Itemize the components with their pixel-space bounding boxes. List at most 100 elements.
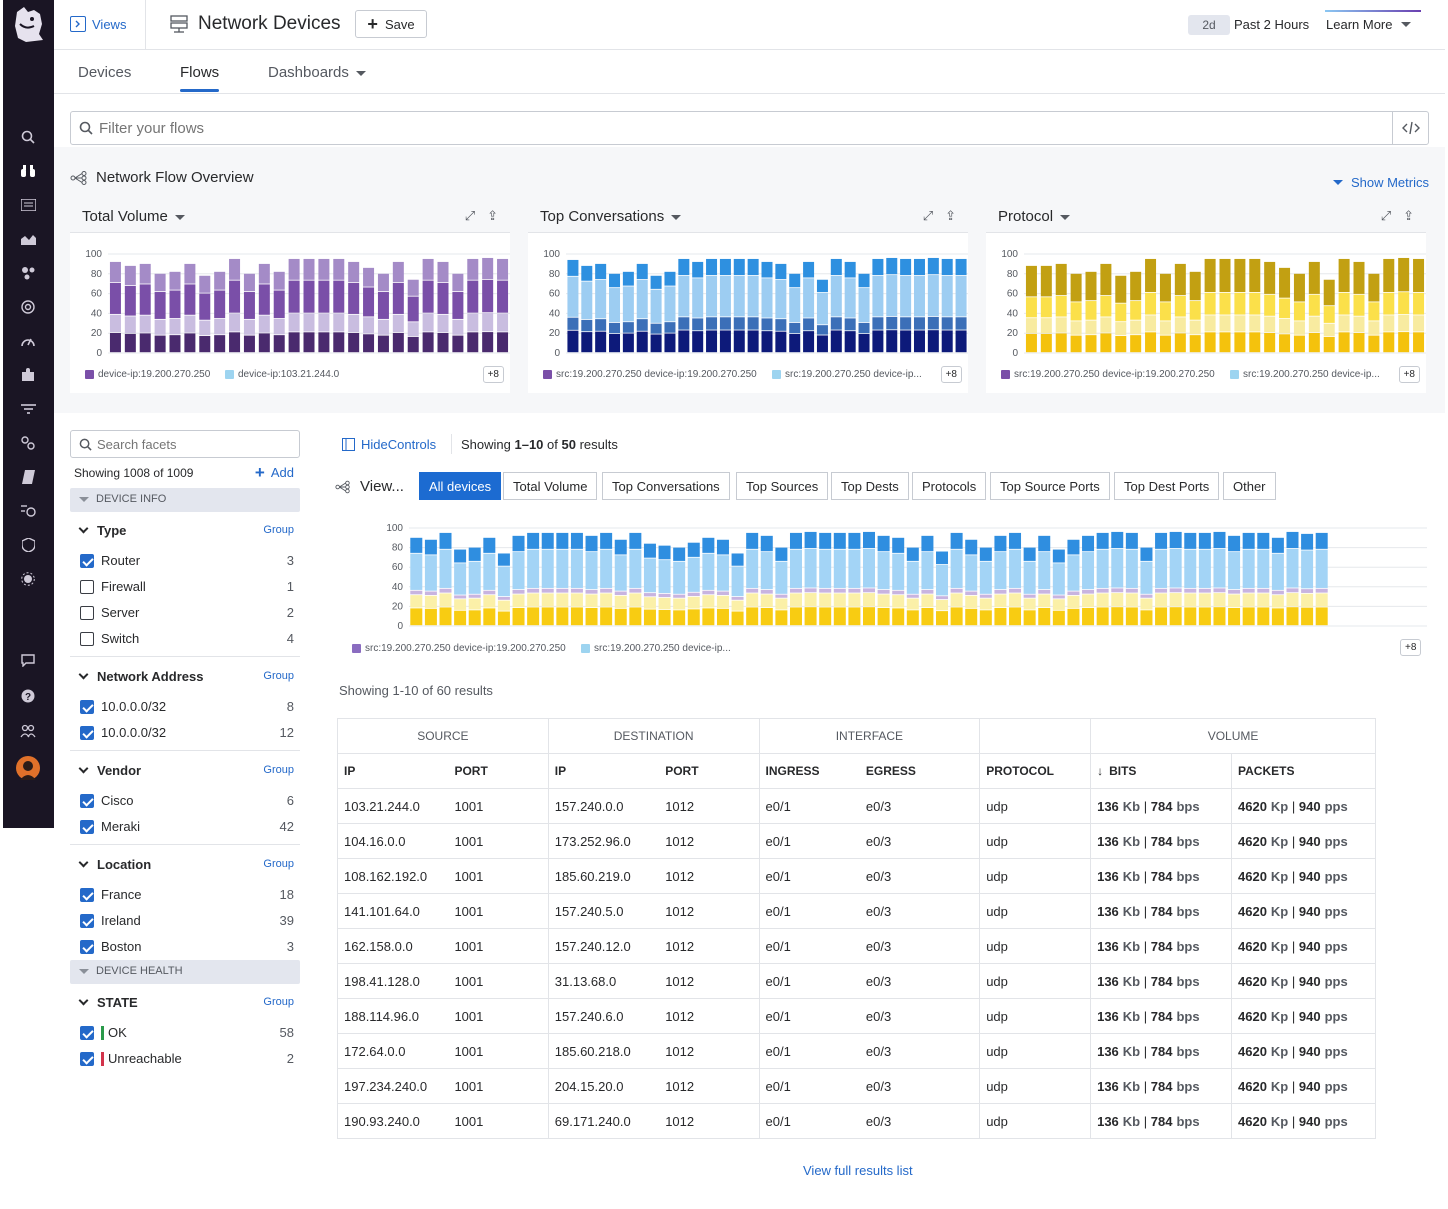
bar-segment[interactable] xyxy=(1184,607,1197,626)
view-tab-top-dests[interactable]: Top Dests xyxy=(831,472,909,500)
bar-segment[interactable] xyxy=(747,330,759,353)
bar-segment[interactable] xyxy=(581,319,593,332)
bar-segment[interactable] xyxy=(497,600,510,611)
bar-segment[interactable] xyxy=(761,318,773,331)
bar-segment[interactable] xyxy=(109,261,121,283)
bar-segment[interactable] xyxy=(363,317,375,334)
bar-segment[interactable] xyxy=(1070,335,1082,353)
bar-segment[interactable] xyxy=(139,284,151,315)
bar-segment[interactable] xyxy=(407,322,419,337)
facet-item[interactable]: Meraki 42 xyxy=(80,819,294,837)
bar-segment[interactable] xyxy=(439,549,452,588)
facet-item[interactable]: Cisco 6 xyxy=(80,793,294,811)
bar-segment[interactable] xyxy=(243,335,255,353)
bar-segment[interactable] xyxy=(1040,333,1052,353)
table-row[interactable]: 108.162.192.0 1001 185.60.219.0 1012 e0/1 e0/… xyxy=(337,858,1376,894)
bar-segment[interactable] xyxy=(288,313,300,332)
bar-segment[interactable] xyxy=(1323,336,1335,353)
bar-segment[interactable] xyxy=(1257,593,1270,607)
expand-icon[interactable]: ⤢ xyxy=(464,208,476,223)
tab-flows[interactable]: Flows xyxy=(180,64,220,92)
bar-segment[interactable] xyxy=(1009,593,1022,607)
bar-segment[interactable] xyxy=(184,333,196,353)
bar-segment[interactable] xyxy=(1249,332,1261,353)
bar-segment[interactable] xyxy=(789,333,801,353)
bar-segment[interactable] xyxy=(497,566,510,597)
bar-segment[interactable] xyxy=(556,549,569,588)
security-scan-icon[interactable] xyxy=(18,501,38,521)
bar-segment[interactable] xyxy=(921,535,934,552)
bar-segment[interactable] xyxy=(410,595,423,608)
bar-segment[interactable] xyxy=(1174,333,1186,353)
bar-segment[interactable] xyxy=(950,607,963,626)
bar-segment[interactable] xyxy=(1055,317,1067,333)
bar-segment[interactable] xyxy=(921,594,934,608)
bar-segment[interactable] xyxy=(858,322,870,334)
bar-segment[interactable] xyxy=(600,607,613,626)
puzzle-icon[interactable] xyxy=(18,365,38,385)
bar-segment[interactable] xyxy=(979,547,992,561)
bar-segment[interactable] xyxy=(950,588,963,593)
chat-icon[interactable] xyxy=(18,650,38,670)
bar-segment[interactable] xyxy=(214,271,226,290)
bar-segment[interactable] xyxy=(848,593,861,607)
bar-segment[interactable] xyxy=(1219,332,1231,353)
bar-segment[interactable] xyxy=(422,280,434,313)
bar-segment[interactable] xyxy=(819,607,832,626)
bar-segment[interactable] xyxy=(439,588,452,593)
export-icon[interactable]: ⇪ xyxy=(1403,208,1414,223)
bar-segment[interactable] xyxy=(541,593,554,607)
bar-segment[interactable] xyxy=(1198,588,1211,593)
group-link[interactable]: Group xyxy=(263,858,294,870)
bar-segment[interactable] xyxy=(830,317,842,330)
column-header-packets[interactable]: PACKETS xyxy=(1231,753,1376,789)
bar-segment[interactable] xyxy=(124,285,136,316)
bar-segment[interactable] xyxy=(1100,263,1112,296)
bar-segment[interactable] xyxy=(497,332,509,353)
bar-segment[interactable] xyxy=(702,595,715,608)
widget-title[interactable]: Protocol xyxy=(998,208,1071,225)
bar-segment[interactable] xyxy=(629,588,642,593)
bar-segment[interactable] xyxy=(731,611,744,626)
bar-segment[interactable] xyxy=(1174,317,1186,333)
facet-item[interactable]: Boston 3 xyxy=(80,939,294,957)
bar-segment[interactable] xyxy=(927,257,939,275)
bar-segment[interactable] xyxy=(1293,321,1305,335)
bar-segment[interactable] xyxy=(673,561,686,594)
bar-segment[interactable] xyxy=(706,330,718,353)
column-header-src-ip[interactable]: IP xyxy=(337,753,449,789)
bar-segment[interactable] xyxy=(1413,315,1425,332)
bar-segment[interactable] xyxy=(650,275,662,289)
bar-segment[interactable] xyxy=(1040,265,1052,297)
bar-segment[interactable] xyxy=(199,275,211,293)
bar-segment[interactable] xyxy=(789,588,802,593)
bar-segment[interactable] xyxy=(678,317,690,330)
bar-segment[interactable] xyxy=(541,588,554,593)
bar-segment[interactable] xyxy=(1264,261,1276,294)
bar-segment[interactable] xyxy=(1125,607,1138,626)
bar-segment[interactable] xyxy=(733,258,745,276)
bar-segment[interactable] xyxy=(1286,588,1299,593)
legend-more-button[interactable]: +8 xyxy=(1400,639,1422,656)
bar-segment[interactable] xyxy=(303,332,315,353)
bar-segment[interactable] xyxy=(497,313,509,332)
bar-segment[interactable] xyxy=(169,318,181,335)
legend-item[interactable]: src:19.200.270.250 device-ip... xyxy=(772,369,922,380)
bar-segment[interactable] xyxy=(333,280,345,313)
bar-segment[interactable] xyxy=(900,275,912,317)
bar-segment[interactable] xyxy=(747,258,759,276)
bar-segment[interactable] xyxy=(1184,532,1197,549)
bar-segment[interactable] xyxy=(816,325,828,335)
bar-segment[interactable] xyxy=(906,547,919,561)
bar-segment[interactable] xyxy=(1169,588,1182,593)
facet-item[interactable]: France 18 xyxy=(80,887,294,905)
bar-segment[interactable] xyxy=(243,292,255,319)
bar-segment[interactable] xyxy=(678,275,690,317)
bar-segment[interactable] xyxy=(1145,332,1157,353)
bar-segment[interactable] xyxy=(886,275,898,317)
bar-segment[interactable] xyxy=(994,594,1007,608)
bar-segment[interactable] xyxy=(483,553,496,590)
bar-segment[interactable] xyxy=(716,595,729,608)
bar-segment[interactable] xyxy=(687,596,700,609)
bar-segment[interactable] xyxy=(775,594,788,598)
